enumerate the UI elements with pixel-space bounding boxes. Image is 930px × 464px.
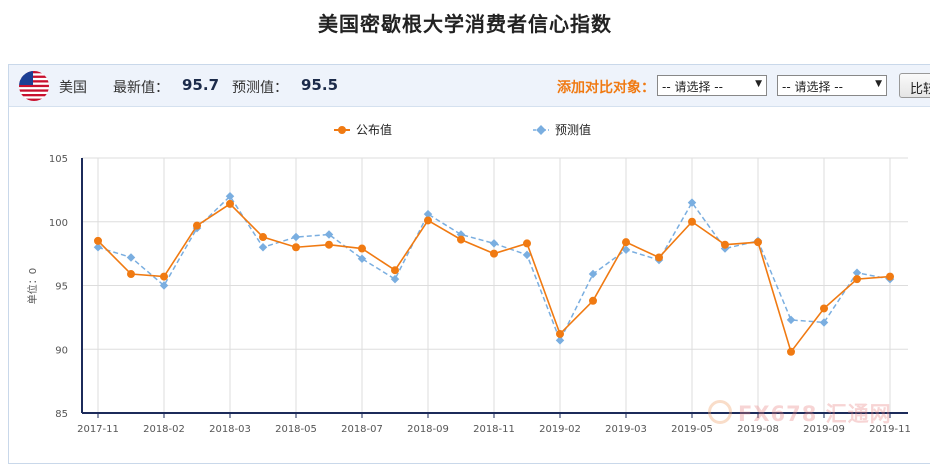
legend-published-label: 公布值 xyxy=(356,122,392,137)
published-point xyxy=(259,233,267,242)
x-tick-label: 2017-11 xyxy=(77,424,119,435)
compare-button[interactable]: 比较 xyxy=(899,73,930,98)
chart-panel: 美国 最新值： 95.7 预测值： 95.5 添加对比对象： -- 请选择 --… xyxy=(8,64,930,464)
latest-value: 95.7 xyxy=(182,76,220,94)
published-point xyxy=(688,217,696,226)
forecast-point xyxy=(225,192,235,201)
forecast-point xyxy=(93,243,103,252)
forecast-point xyxy=(126,253,136,262)
published-point xyxy=(490,249,498,258)
y-tick-label: 90 xyxy=(55,345,68,356)
published-point xyxy=(820,304,828,313)
compare-label: 添加对比对象： xyxy=(557,80,655,96)
x-tick-label: 2018-09 xyxy=(407,424,449,435)
published-point xyxy=(622,238,630,247)
forecast-point xyxy=(423,209,433,219)
x-tick-label: 2018-03 xyxy=(209,424,251,435)
published-point xyxy=(325,240,333,249)
y-tick-label: 105 xyxy=(49,154,68,165)
dropdown-arrow-icon: ▼ xyxy=(875,79,882,89)
x-tick-label: 2019-03 xyxy=(605,424,647,435)
x-tick-label: 2019-05 xyxy=(671,424,713,435)
x-tick-label: 2018-02 xyxy=(143,424,185,435)
published-point xyxy=(457,235,465,244)
published-point xyxy=(886,272,894,281)
legend-forecast-marker xyxy=(536,125,546,135)
x-tick-label: 2018-07 xyxy=(341,424,383,435)
forecast-point xyxy=(786,315,796,325)
forecast-point xyxy=(390,274,400,284)
published-point xyxy=(94,236,102,245)
x-tick-label: 2019-11 xyxy=(869,424,911,435)
published-point xyxy=(655,253,663,262)
forecast-point xyxy=(357,254,367,263)
y-tick-label: 95 xyxy=(55,282,68,293)
dropdown-arrow-icon: ▼ xyxy=(755,79,762,89)
y-tick-label: 85 xyxy=(55,409,68,420)
chart-legend: 公布值 预测值 xyxy=(334,122,591,137)
country-label: 美国 xyxy=(59,80,87,96)
compare-select-1[interactable]: -- 请选择 -- ▼ xyxy=(657,75,767,96)
published-point xyxy=(292,243,300,252)
x-tick-label: 2018-11 xyxy=(473,424,515,435)
forecast-point xyxy=(819,318,829,327)
info-bar: 美国 最新值： 95.7 预测值： 95.5 添加对比对象： -- 请选择 --… xyxy=(9,65,930,107)
chart-grid xyxy=(82,157,908,413)
published-point xyxy=(358,244,366,253)
published-point xyxy=(226,199,234,208)
forecast-value: 95.5 xyxy=(301,76,339,94)
legend-forecast-label: 预测值 xyxy=(555,122,591,137)
forecast-point xyxy=(291,232,301,242)
published-point xyxy=(589,296,597,305)
published-point xyxy=(721,240,729,249)
forecast-point xyxy=(159,281,169,290)
latest-value-label: 最新值： xyxy=(113,80,169,96)
published-point xyxy=(193,221,201,230)
compare-select-2-value: -- 请选择 -- xyxy=(782,80,843,94)
forecast-point xyxy=(555,336,565,345)
legend-published-marker xyxy=(338,126,346,134)
x-tick-label: 2019-02 xyxy=(539,424,581,435)
watermark-logo-icon xyxy=(708,400,732,424)
watermark: FX678 汇通网 xyxy=(738,402,892,426)
forecast-point xyxy=(489,239,499,248)
published-point xyxy=(523,239,531,248)
y-axis-label: 单位：0 xyxy=(26,268,39,304)
published-point xyxy=(754,238,762,247)
published-point xyxy=(127,270,135,279)
published-point xyxy=(391,266,399,275)
chart-series xyxy=(93,192,895,356)
published-point xyxy=(160,272,168,281)
forecast-point xyxy=(852,268,862,277)
forecast-point xyxy=(324,230,334,239)
page-title: 美国密歇根大学消费者信心指数 xyxy=(318,12,612,36)
published-point xyxy=(424,216,432,225)
us-flag-icon xyxy=(19,71,49,101)
forecast-point xyxy=(258,243,268,252)
line-chart: 公布值 预测值 85 90 95 100 105 2017-11 2018-02 2018-0… xyxy=(26,122,911,435)
published-point xyxy=(556,329,564,338)
compare-select-2[interactable]: -- 请选择 -- ▼ xyxy=(777,75,887,96)
forecast-value-label: 预测值： xyxy=(232,80,288,96)
published-point xyxy=(853,275,861,284)
chart-axes: 85 90 95 100 105 2017-11 2018-02 2018-03 2018-05… xyxy=(49,154,911,435)
compare-select-1-value: -- 请选择 -- xyxy=(662,80,723,94)
x-tick-label: 2018-05 xyxy=(275,424,317,435)
x-tick-label: 2019-08 xyxy=(737,424,779,435)
y-tick-label: 100 xyxy=(49,218,68,229)
forecast-point xyxy=(588,269,598,279)
published-point xyxy=(787,347,795,356)
x-tick-label: 2019-09 xyxy=(803,424,845,435)
